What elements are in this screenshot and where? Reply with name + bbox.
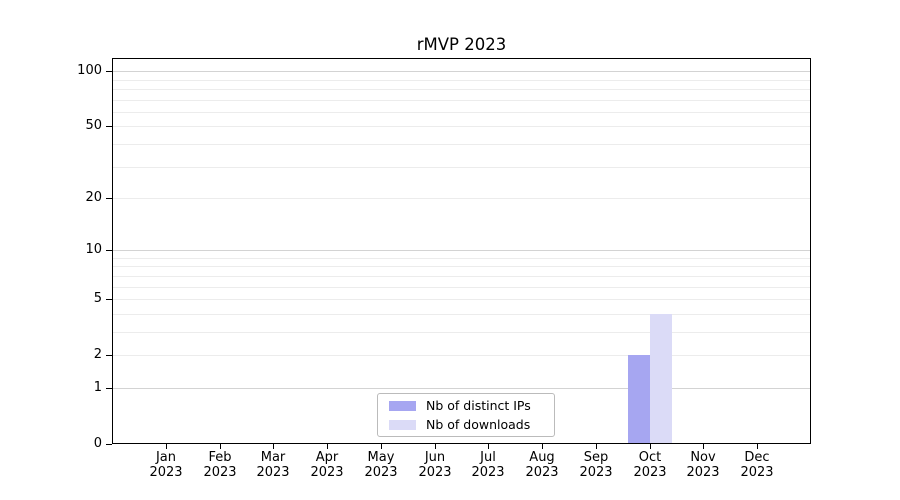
- y-gridline-minor: [112, 112, 811, 113]
- x-tick-label: Aug 2023: [510, 450, 574, 480]
- x-tick: [166, 444, 167, 449]
- x-tick-label: Oct 2023: [618, 450, 682, 480]
- y-tick-label: 50: [85, 118, 102, 133]
- legend-label: Nb of distinct IPs: [426, 398, 531, 413]
- y-tick: [106, 250, 112, 251]
- x-tick-year: 2023: [471, 465, 505, 480]
- y-tick-label: 100: [77, 63, 102, 78]
- x-tick-month: Dec: [744, 450, 770, 465]
- x-tick-label: Sep 2023: [564, 450, 628, 480]
- x-tick-label: Mar 2023: [241, 450, 305, 480]
- y-tick: [106, 126, 112, 127]
- y-tick: [106, 299, 112, 300]
- x-tick-month: May: [367, 450, 395, 465]
- x-tick: [703, 444, 704, 449]
- x-tick-month: Oct: [638, 450, 662, 465]
- y-tick: [106, 71, 112, 72]
- y-gridline-minor: [112, 144, 811, 145]
- y-tick-label: 0: [93, 436, 102, 451]
- y-gridline-minor: [112, 276, 811, 277]
- x-tick-year: 2023: [310, 465, 344, 480]
- y-gridline-minor: [112, 258, 811, 259]
- x-tick-month: Jun: [424, 450, 446, 465]
- y-gridline-minor: [112, 287, 811, 288]
- x-tick-year: 2023: [203, 465, 237, 480]
- x-tick: [327, 444, 328, 449]
- legend-item: Nb of downloads: [378, 417, 554, 432]
- y-gridline-minor: [112, 89, 811, 90]
- x-tick: [220, 444, 221, 449]
- x-tick-month: Nov: [690, 450, 716, 465]
- y-tick-label: 20: [85, 190, 102, 205]
- y-tick-label: 1: [93, 380, 102, 395]
- x-tick-year: 2023: [633, 465, 667, 480]
- y-gridline-minor: [112, 126, 811, 127]
- legend-swatch: [389, 419, 416, 430]
- y-gridline-major: [112, 388, 811, 389]
- x-tick-month: Jan: [155, 450, 177, 465]
- x-tick-label: Jul 2023: [456, 450, 520, 480]
- y-gridline-major: [112, 250, 811, 251]
- y-tick: [106, 355, 112, 356]
- x-tick-month: Sep: [583, 450, 609, 465]
- x-tick-month: Jul: [480, 450, 496, 465]
- y-gridline-minor: [112, 100, 811, 101]
- x-tick-month: Aug: [529, 450, 555, 465]
- y-gridline-major: [112, 71, 811, 72]
- x-tick-year: 2023: [740, 465, 774, 480]
- x-tick-year: 2023: [686, 465, 720, 480]
- y-gridline-minor: [112, 299, 811, 300]
- legend-label: Nb of downloads: [426, 417, 531, 432]
- x-tick: [757, 444, 758, 449]
- legend-swatch: [389, 400, 416, 411]
- chart-title: rMVP 2023: [416, 35, 507, 54]
- x-tick-year: 2023: [579, 465, 613, 480]
- x-tick-year: 2023: [525, 465, 559, 480]
- x-tick-month: Apr: [315, 450, 339, 465]
- x-tick: [381, 444, 382, 449]
- y-gridline-minor: [112, 167, 811, 168]
- x-tick-label: May 2023: [349, 450, 413, 480]
- x-tick-year: 2023: [256, 465, 290, 480]
- x-tick-label: Nov 2023: [671, 450, 735, 480]
- y-gridline-minor: [112, 314, 811, 315]
- x-tick-label: Apr 2023: [295, 450, 359, 480]
- y-tick: [106, 444, 112, 445]
- x-tick-year: 2023: [418, 465, 452, 480]
- x-tick: [650, 444, 651, 449]
- x-tick-label: Jan 2023: [134, 450, 198, 480]
- x-tick-label: Jun 2023: [403, 450, 467, 480]
- x-tick: [542, 444, 543, 449]
- x-tick-label: Dec 2023: [725, 450, 789, 480]
- y-gridline-minor: [112, 80, 811, 81]
- y-tick: [106, 198, 112, 199]
- x-tick-month: Feb: [208, 450, 232, 465]
- x-tick-label: Feb 2023: [188, 450, 252, 480]
- plot-area: [112, 58, 811, 444]
- y-tick-label: 2: [93, 347, 102, 362]
- x-tick: [596, 444, 597, 449]
- y-gridline-minor: [112, 198, 811, 199]
- y-gridline-minor: [112, 266, 811, 267]
- legend: Nb of distinct IPs Nb of downloads: [377, 393, 555, 437]
- x-tick: [435, 444, 436, 449]
- x-tick: [488, 444, 489, 449]
- x-tick-year: 2023: [364, 465, 398, 480]
- y-tick-label: 5: [93, 291, 102, 306]
- x-tick: [273, 444, 274, 449]
- bar-nb-of-downloads: [650, 314, 672, 444]
- x-tick-month: Mar: [260, 450, 286, 465]
- y-gridline-minor: [112, 332, 811, 333]
- legend-item: Nb of distinct IPs: [378, 398, 554, 413]
- y-gridline-minor: [112, 355, 811, 356]
- bar-nb-of-distinct-ips: [628, 355, 650, 444]
- y-tick-label: 10: [85, 242, 102, 257]
- x-tick-year: 2023: [149, 465, 183, 480]
- y-tick: [106, 388, 112, 389]
